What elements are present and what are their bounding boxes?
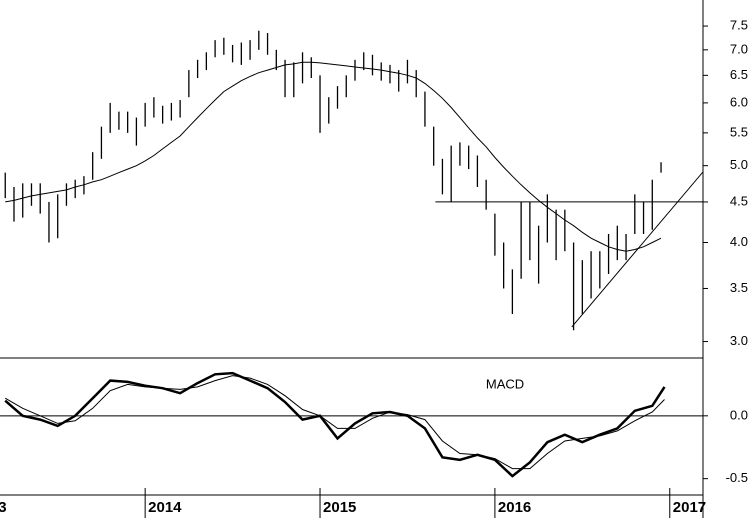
y-tick-label: 5.0 (730, 157, 748, 172)
macd-line (4, 375, 665, 470)
y-tick-label: 6.0 (730, 94, 748, 109)
x-tick-label: 2014 (148, 499, 182, 516)
y-tick-label: 6.5 (730, 67, 748, 82)
y-tick-label: 0.0 (730, 407, 748, 422)
macd-line (4, 371, 666, 478)
y-tick-label: 5.5 (730, 124, 748, 139)
y-tick-label: 3.5 (730, 280, 748, 295)
y-tick-label: 7.0 (730, 41, 748, 56)
y-tick-label: -0.5 (726, 470, 748, 485)
trend-line (571, 171, 703, 328)
x-tick-label: 2013 (0, 499, 7, 516)
macd-panel (0, 371, 703, 478)
x-tick-label: 2016 (498, 499, 531, 516)
moving-average (5, 61, 662, 252)
y-tick-label: 7.5 (730, 18, 748, 33)
y-tick-label: 4.5 (730, 193, 748, 208)
y-tick-label: 3.0 (730, 333, 748, 348)
y-tick-label: 4.0 (730, 234, 748, 249)
axes: 3.0 3.5 4.0 4.5 5.0 5.5 6.0 6.5 7.0 7.5 0.0 -0.5 201… (0, 18, 748, 518)
x-tick-label: 2017 (673, 499, 706, 516)
price-panel (4, 30, 703, 331)
x-tick-label: 2015 (323, 499, 356, 516)
macd-label: MACD (486, 376, 524, 391)
